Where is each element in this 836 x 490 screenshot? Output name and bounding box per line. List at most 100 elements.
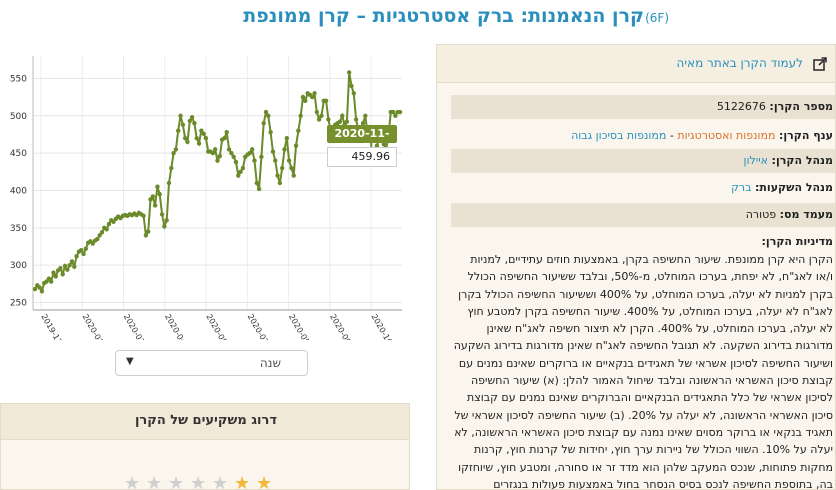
data-point[interactable] — [62, 263, 68, 269]
data-point[interactable] — [298, 113, 303, 118]
fund-branch-main-link[interactable]: ממונפות ואסטרטגיות — [677, 129, 776, 142]
data-point[interactable] — [164, 218, 169, 223]
data-point[interactable] — [173, 147, 179, 152]
data-point[interactable] — [51, 270, 56, 275]
data-point[interactable] — [203, 135, 209, 141]
data-point[interactable] — [312, 91, 317, 96]
data-point[interactable] — [169, 165, 174, 171]
data-point[interactable] — [256, 186, 262, 192]
data-point[interactable] — [106, 221, 112, 227]
data-point[interactable] — [148, 197, 153, 202]
data-point[interactable] — [226, 147, 232, 152]
data-point[interactable] — [182, 135, 188, 141]
data-point[interactable] — [277, 180, 283, 186]
star-icon[interactable]: ★ — [212, 473, 229, 490]
data-point[interactable] — [58, 265, 63, 271]
data-point[interactable] — [326, 117, 331, 122]
data-point[interactable] — [279, 165, 285, 171]
data-point[interactable] — [314, 109, 320, 115]
data-point[interactable] — [229, 150, 234, 156]
data-point[interactable] — [346, 70, 352, 75]
period-dropdown[interactable]: שנה ▼ — [115, 350, 308, 376]
data-point[interactable] — [37, 285, 42, 290]
data-point[interactable] — [194, 135, 199, 141]
star-icon[interactable]: ★ — [234, 473, 251, 490]
data-point[interactable] — [351, 91, 356, 96]
data-point[interactable] — [97, 233, 102, 238]
data-point[interactable] — [72, 264, 77, 269]
data-point[interactable] — [189, 115, 195, 120]
data-point[interactable] — [349, 83, 354, 89]
data-point[interactable] — [199, 128, 204, 133]
data-point[interactable] — [360, 121, 366, 126]
data-point[interactable] — [180, 122, 186, 127]
data-point[interactable] — [178, 113, 183, 118]
data-point[interactable] — [187, 118, 192, 124]
data-point[interactable] — [81, 251, 86, 257]
data-point[interactable] — [46, 276, 52, 281]
data-point[interactable] — [268, 130, 273, 135]
data-point[interactable] — [247, 150, 253, 156]
data-point[interactable] — [291, 173, 296, 178]
data-point[interactable] — [263, 109, 269, 115]
rating-stars[interactable]: ★ ★ ★ ★ ★ ★ ★ — [124, 473, 278, 490]
star-icon[interactable]: ★ — [190, 473, 207, 490]
data-point[interactable] — [69, 259, 75, 264]
data-point[interactable] — [273, 158, 278, 163]
data-point[interactable] — [215, 158, 220, 163]
data-point[interactable] — [293, 143, 299, 148]
data-point[interactable] — [259, 154, 264, 160]
data-point[interactable] — [185, 139, 190, 145]
data-point[interactable] — [162, 224, 167, 229]
investment-manager-link[interactable]: ברק — [731, 181, 752, 194]
data-point[interactable] — [381, 141, 387, 147]
data-point[interactable] — [397, 109, 403, 115]
data-point[interactable] — [104, 227, 109, 232]
data-point[interactable] — [222, 135, 227, 141]
data-point[interactable] — [323, 98, 329, 104]
data-point[interactable] — [192, 121, 197, 126]
data-point[interactable] — [67, 262, 72, 268]
data-point[interactable] — [233, 159, 239, 165]
data-point[interactable] — [48, 279, 54, 284]
data-point[interactable] — [212, 147, 218, 152]
data-point[interactable] — [316, 117, 322, 122]
data-point[interactable] — [32, 286, 38, 292]
data-point[interactable] — [300, 94, 306, 100]
data-point[interactable] — [231, 154, 236, 160]
data-point[interactable] — [224, 130, 229, 135]
data-point[interactable] — [74, 254, 79, 259]
data-point[interactable] — [249, 147, 255, 152]
data-point[interactable] — [157, 192, 162, 197]
data-point[interactable] — [340, 113, 345, 118]
data-point[interactable] — [210, 150, 216, 156]
data-point[interactable] — [261, 121, 266, 126]
star-icon[interactable]: ★ — [256, 473, 273, 490]
star-icon[interactable]: ★ — [168, 473, 185, 490]
data-point[interactable] — [363, 113, 368, 118]
data-point[interactable] — [79, 248, 84, 253]
data-point[interactable] — [393, 113, 398, 118]
data-point[interactable] — [284, 135, 290, 141]
data-point[interactable] — [166, 180, 172, 186]
star-icon[interactable]: ★ — [146, 473, 163, 490]
data-point[interactable] — [176, 128, 181, 133]
data-point[interactable] — [217, 153, 223, 159]
data-point[interactable] — [270, 149, 276, 154]
fund-branch-sub-link[interactable]: ממונפות בסיכון גבוה — [571, 129, 667, 142]
data-point[interactable] — [240, 165, 246, 171]
maya-site-link[interactable]: לעמוד הקרן באתר מאיה — [677, 56, 803, 70]
data-point[interactable] — [296, 128, 301, 133]
data-point[interactable] — [99, 230, 105, 235]
data-point[interactable] — [238, 169, 243, 174]
data-point[interactable] — [282, 147, 287, 152]
data-point[interactable] — [353, 117, 359, 122]
data-point[interactable] — [289, 165, 294, 171]
data-point[interactable] — [201, 131, 206, 136]
data-point[interactable] — [152, 203, 158, 208]
data-point[interactable] — [141, 213, 146, 219]
data-point[interactable] — [337, 119, 343, 124]
data-point[interactable] — [275, 173, 280, 178]
data-point[interactable] — [254, 180, 259, 186]
data-point[interactable] — [310, 94, 315, 100]
